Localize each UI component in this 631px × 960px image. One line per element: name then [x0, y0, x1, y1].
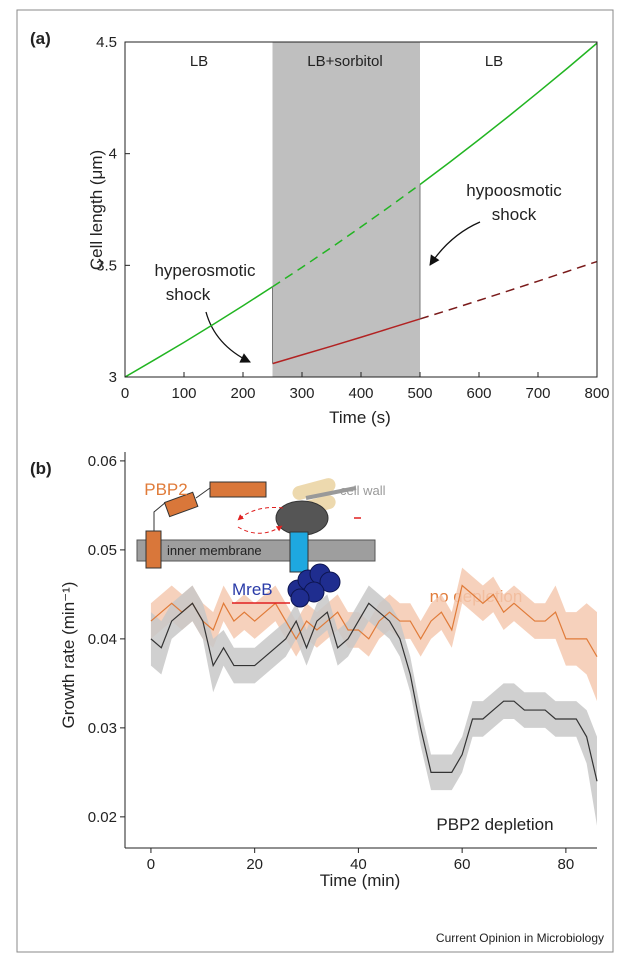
x-tick-label: 80: [558, 856, 575, 873]
inset-label: MreB: [232, 580, 273, 599]
region-label: LB: [485, 53, 503, 70]
y-tick-label: 0.02: [88, 809, 117, 826]
x-tick-label: 0: [121, 385, 129, 402]
plot-frame: [124, 41, 598, 378]
series-label: PBP2 depletion: [436, 815, 553, 834]
x-tick-label: 800: [584, 385, 609, 402]
arrow: [429, 221, 481, 266]
line: [150, 602, 598, 782]
x-axis-label: Time (s): [329, 408, 391, 427]
y-tick-label: 0.03: [88, 720, 117, 737]
x-tick-label: 0: [147, 856, 155, 873]
x-tick-label: 200: [230, 385, 255, 402]
x-tick-label: 100: [171, 385, 196, 402]
line: [124, 286, 273, 378]
annotation: hypoosmotic: [466, 181, 562, 200]
line: [419, 42, 598, 186]
inset-diagram: [136, 478, 376, 608]
x-tick-label: 20: [246, 856, 263, 873]
shaded-region: [272, 42, 420, 377]
y-tick-label: 0.05: [88, 542, 117, 559]
error-band: [150, 585, 597, 826]
region-label: LB+sorbitol: [307, 53, 382, 70]
y-axis-label: Growth rate (min⁻¹): [59, 582, 78, 729]
annotation: hyperosmotic: [154, 261, 256, 280]
panel-label: (b): [30, 459, 52, 478]
panel-label: (a): [30, 29, 51, 48]
error-band: [150, 567, 597, 702]
y-tick-label: 3: [109, 369, 117, 386]
x-axis-label: Time (min): [320, 871, 401, 890]
region-label: LB: [190, 53, 208, 70]
x-tick-label: 60: [454, 856, 471, 873]
x-tick-label: 700: [525, 385, 550, 402]
inset-label: cell wall: [340, 483, 386, 498]
y-tick-label: 3.5: [96, 257, 117, 274]
y-tick-label: 4: [109, 146, 117, 163]
y-tick-label: 0.04: [88, 631, 117, 648]
x-tick-label: 400: [348, 385, 373, 402]
credit: Current Opinion in Microbiology: [436, 931, 604, 945]
x-tick-label: 300: [289, 385, 314, 402]
y-tick-label: 4.5: [96, 34, 117, 51]
inset-label: PBP2: [144, 480, 187, 499]
x-tick-label: 500: [407, 385, 432, 402]
annotation: shock: [492, 205, 537, 224]
x-tick-label: 40: [350, 856, 367, 873]
x-tick-label: 600: [466, 385, 491, 402]
y-axis-label: Cell length (μm): [87, 150, 106, 270]
inset-label: inner membrane: [167, 543, 262, 558]
line: [272, 318, 421, 365]
y-tick-label: 0.06: [88, 453, 117, 470]
line: [150, 584, 598, 657]
line: [419, 260, 598, 320]
annotation: shock: [166, 285, 211, 304]
arrow: [205, 311, 251, 363]
figure-border: [16, 9, 614, 953]
